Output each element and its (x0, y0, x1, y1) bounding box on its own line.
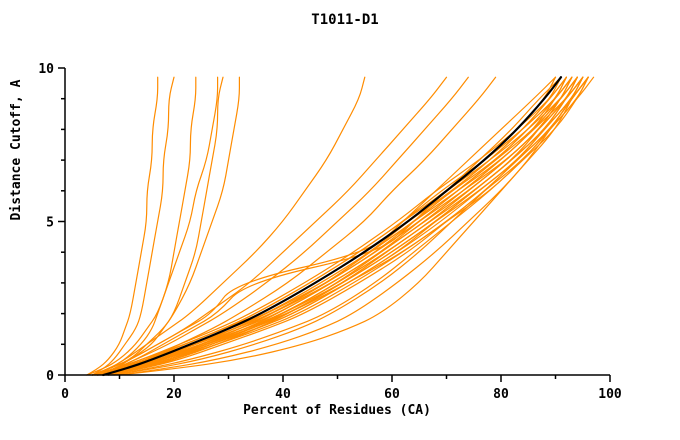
model-curve (102, 76, 557, 376)
x-tick-label: 20 (166, 387, 182, 402)
model-curve (97, 76, 224, 376)
model-curve (91, 76, 240, 376)
model-curve (113, 76, 578, 376)
model-curve (91, 76, 366, 376)
model-curve (108, 76, 589, 376)
model-curve (102, 76, 589, 376)
chart-title: T1011-D1 (311, 12, 378, 28)
model-curve (97, 76, 584, 376)
model-curve (91, 76, 197, 376)
model-curve (118, 76, 589, 376)
y-axis-label: Distance Cutoff, A (9, 79, 24, 220)
y-tick-label: 5 (46, 216, 54, 231)
x-tick-label: 60 (384, 387, 400, 402)
model-curve (97, 76, 562, 376)
model-curves-layer (86, 76, 595, 377)
y-tick-label: 10 (38, 62, 54, 77)
model-curve (86, 76, 159, 376)
model-curve (102, 76, 497, 376)
model-curve (97, 76, 469, 376)
x-tick-label: 40 (275, 387, 291, 402)
axes-layer: 0 20 40 60 80 100 0 5 10 (38, 62, 622, 402)
model-curve (91, 76, 175, 376)
model-curve (97, 76, 578, 376)
model-curve (91, 76, 567, 376)
model-curve (91, 76, 567, 376)
model-curve (91, 76, 567, 376)
model-curve (113, 76, 589, 376)
y-tick-label: 0 (46, 369, 54, 384)
x-tick-label: 80 (493, 387, 509, 402)
model-curve (102, 76, 567, 376)
reference-curve (102, 76, 563, 377)
x-tick-label: 100 (598, 387, 622, 402)
model-curve (91, 76, 557, 376)
model-curve (86, 76, 219, 376)
model-curve (102, 76, 578, 376)
model-curve (91, 76, 578, 376)
x-tick-label: 0 (61, 387, 69, 402)
model-curve (118, 76, 584, 376)
model-curve (102, 76, 589, 376)
model-curve (108, 76, 584, 376)
x-axis-label: Percent of Residues (CA) (243, 403, 431, 418)
model-curve (97, 76, 584, 376)
model-curve (97, 76, 584, 376)
model-curve (102, 76, 573, 376)
